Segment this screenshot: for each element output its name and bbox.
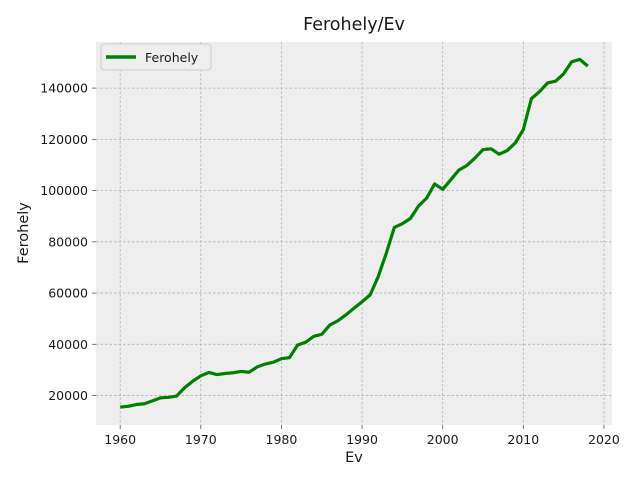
x-axis-label: Ev (345, 450, 363, 466)
x-tick-label: 2000 (427, 432, 459, 447)
legend: Ferohely (100, 43, 212, 71)
y-tick-label: 40000 (48, 337, 88, 352)
y-axis-label: Ferohely (16, 202, 32, 264)
x-tick-label: 1980 (266, 432, 298, 447)
series-line-ferohely (120, 57, 589, 409)
y-tick-label: 20000 (48, 388, 88, 403)
series-layer (120, 57, 589, 409)
plot-area (96, 42, 612, 425)
y-tick-label: 60000 (48, 286, 88, 301)
y-tick-label: 100000 (40, 183, 88, 198)
x-tick-label: 1960 (104, 432, 136, 447)
y-tick-label: 80000 (48, 234, 88, 249)
legend-box (100, 43, 212, 71)
x-tick-label: 2010 (507, 432, 539, 447)
x-tick-label: 2020 (588, 432, 620, 447)
y-tick-label: 140000 (40, 81, 88, 96)
legend-label: Ferohely (145, 50, 199, 65)
x-tick-label: 1970 (185, 432, 217, 447)
grid-lines (96, 42, 612, 425)
chart-title: Ferohely/Ev (303, 15, 405, 35)
axes: 1960 1970 1980 1990 2000 2010 2020 20000 40000 60… (40, 81, 620, 447)
x-tick-label: 1990 (346, 432, 378, 447)
y-tick-label: 120000 (40, 132, 88, 147)
